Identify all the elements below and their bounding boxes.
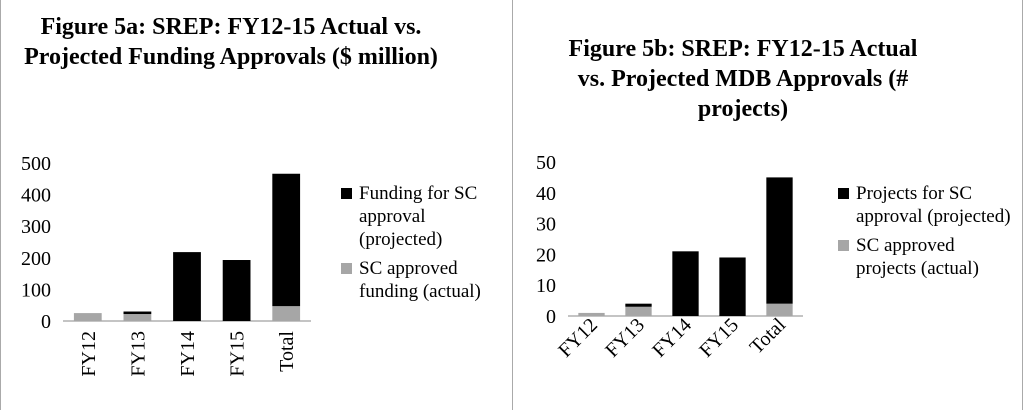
bar-segment	[578, 312, 605, 316]
chart-title: Figure 5a: SREP: FY12-15 Actual vs. Proj…	[24, 14, 438, 70]
x-tick-label: Total	[746, 314, 791, 359]
chart-title: Figure 5b: SREP: FY12-15 Actual vs. Proj…	[568, 36, 918, 122]
bar-segment	[719, 257, 746, 316]
legend-item: Funding for SC approval (projected)	[339, 182, 509, 251]
legend-item: SC approved funding (actual)	[339, 257, 509, 303]
x-tick-label: Total	[276, 331, 298, 372]
x-tick-label: FY15	[227, 331, 249, 377]
legend: Projects for SC approval (projected) SC a…	[836, 182, 1016, 286]
y-tick-label: 0	[41, 311, 51, 333]
bar-segment	[272, 173, 301, 307]
legend-label: Funding for SC approval (projected)	[359, 183, 478, 250]
legend-label: SC approved funding (actual)	[359, 258, 481, 302]
x-tick-label: FY12	[78, 331, 100, 377]
x-tick-label: FY15	[695, 314, 743, 362]
x-tick-label: FY13	[127, 331, 149, 377]
bar-segment	[222, 260, 251, 321]
x-tick-label: FY13	[601, 314, 649, 362]
bar-segment	[123, 314, 152, 321]
chart: 0 10 20 30 40 50 FY12 FY13 FY14 FY15 Total	[536, 152, 803, 362]
y-tick-label: 10	[536, 275, 556, 297]
legend-swatch	[341, 263, 352, 274]
bar-segment	[672, 251, 699, 316]
y-tick-label: 100	[21, 279, 51, 301]
y-tick-label: 30	[536, 214, 556, 236]
legend-swatch	[341, 188, 352, 199]
x-tick-label: FY14	[648, 314, 696, 362]
bar-segment	[766, 303, 793, 316]
bar-segment	[625, 303, 652, 307]
legend-swatch	[838, 188, 849, 199]
x-tick-label: FY14	[177, 331, 199, 377]
y-tick-label: 0	[546, 306, 556, 328]
y-tick-label: 500	[21, 153, 51, 175]
bar-segment	[766, 177, 793, 304]
legend-item: Projects for SC approval (projected)	[836, 182, 1016, 228]
x-tick-label: FY12	[554, 314, 602, 362]
legend-item: SC approved projects (actual)	[836, 234, 1016, 280]
legend-label: SC approved projects (actual)	[856, 235, 979, 279]
panel: Figure 5b: SREP: FY12-15 Actual vs. Proj…	[512, 0, 1023, 410]
y-tick-label: 200	[21, 248, 51, 270]
y-tick-label: 20	[536, 244, 556, 266]
panel: Figure 5a: SREP: FY12-15 Actual vs. Proj…	[0, 0, 509, 410]
legend: Funding for SC approval (projected) SC ap…	[339, 182, 509, 309]
y-tick-label: 50	[536, 152, 556, 174]
bar-segment	[123, 311, 152, 315]
bar-segment	[73, 313, 102, 321]
legend-label: Projects for SC approval (projected)	[856, 183, 1011, 227]
legend-swatch	[838, 240, 849, 251]
bar-segment	[173, 252, 201, 321]
y-tick-label: 400	[21, 185, 51, 207]
bar-segment	[272, 306, 301, 321]
chart: 0 100 200 300 400 500 FY12 FY13 FY14 FY15 Total	[21, 153, 311, 377]
bar-segment	[625, 306, 652, 316]
y-tick-label: 300	[21, 216, 51, 238]
y-tick-label: 40	[536, 183, 556, 205]
